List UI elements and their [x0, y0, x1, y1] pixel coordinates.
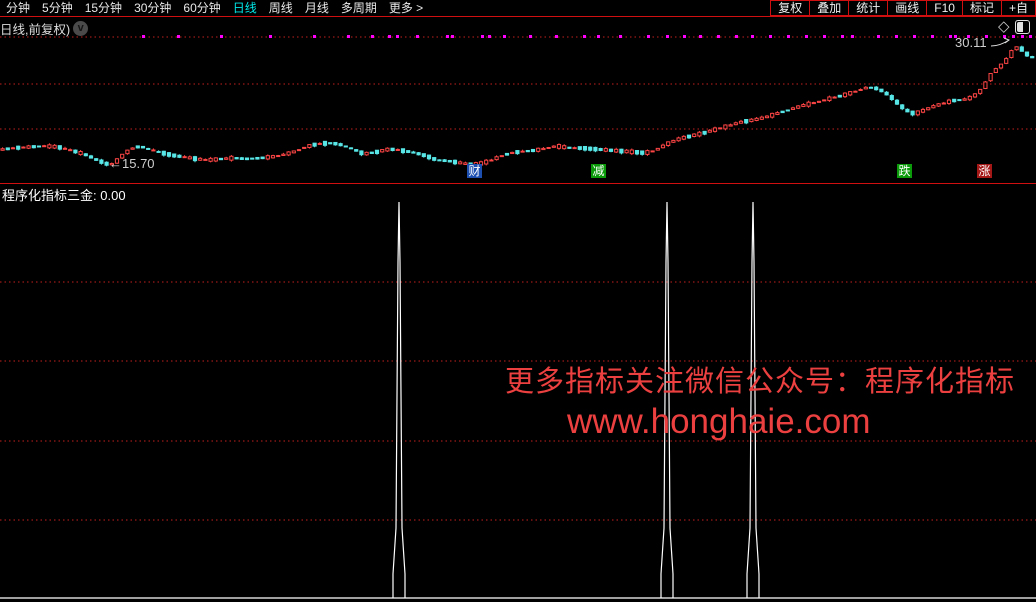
tools-menu: 复权 叠加 统计 画线 F10 标记 +自 [770, 0, 1036, 16]
menu-item-6[interactable]: 周线 [268, 1, 293, 15]
toolbar-button-2[interactable]: 统计 [848, 0, 888, 16]
menu-item-8[interactable]: 多周期 [340, 1, 377, 15]
chart-corner-tools: ◇ [998, 19, 1030, 34]
toolbar-button-0[interactable]: 复权 [770, 0, 810, 16]
toolbar-button-6[interactable]: +自 [1000, 0, 1036, 16]
toolbar-button-5[interactable]: 标记 [961, 0, 1001, 16]
menu-item-1[interactable]: 5分钟 [42, 1, 73, 15]
panel-divider [0, 183, 1036, 184]
diamond-marker-icon[interactable]: ◇ [998, 18, 1010, 35]
period-toolbar: 分钟 5分钟 15分钟 30分钟 60分钟 日线 周线 月线 多周期 更多 > 复权 叠加 统计 画线 F… [0, 0, 1036, 17]
menu-item-5[interactable]: 日线 [232, 1, 257, 15]
toolbar-button-1[interactable]: 叠加 [809, 0, 849, 16]
event-badge-1: 减 [591, 164, 606, 178]
event-badge-0: 财 [467, 164, 482, 178]
menu-item-2[interactable]: 15分钟 [84, 1, 123, 15]
indicator-chart[interactable] [0, 184, 1036, 602]
indicator-label: 程序化指标三金: 0.00 [2, 185, 126, 204]
indicator-name: 程序化指标三金: [2, 188, 97, 203]
candlestick-chart[interactable] [0, 17, 1036, 183]
menu-item-0[interactable]: 分钟 [6, 1, 31, 15]
period-menu: 分钟 5分钟 15分钟 30分钟 60分钟 日线 周线 月线 多周期 更多 > [0, 0, 429, 16]
toolbar-button-3[interactable]: 画线 [887, 0, 927, 16]
watermark: 更多指标关注微信公众号：程序化指标 www.honghaie.com [505, 358, 1015, 442]
menu-item-3[interactable]: 30分钟 [134, 1, 172, 15]
menu-item-7[interactable]: 月线 [304, 1, 329, 15]
chart-title: 日线,前复权) [0, 23, 71, 37]
event-badge-3: 涨 [977, 164, 992, 178]
menu-item-9[interactable]: 更多 > [388, 1, 424, 15]
indicator-value: 0.00 [100, 188, 126, 203]
high-price-label: 30.11 [955, 35, 987, 50]
chevron-down-icon[interactable]: v [73, 21, 89, 36]
candlestick-panel[interactable]: 日线,前复权) v ◇ ←15.70 30.11 财 减 跌 涨 [0, 17, 1036, 183]
chart-header: 日线,前复权) v [0, 19, 89, 38]
event-badge-2: 跌 [897, 164, 912, 178]
toolbar-button-4[interactable]: F10 [926, 0, 962, 16]
indicator-panel[interactable]: 程序化指标三金: 0.00 更多指标关注微信公众号：程序化指标 www.hong… [0, 184, 1036, 602]
watermark-line1: 更多指标关注微信公众号：程序化指标 [505, 366, 1016, 398]
low-price-label: ←15.70 [109, 156, 155, 171]
watermark-line2: www.honghaie.com [567, 402, 871, 441]
menu-item-4[interactable]: 60分钟 [183, 1, 221, 15]
panel-split-icon[interactable] [1014, 19, 1030, 34]
